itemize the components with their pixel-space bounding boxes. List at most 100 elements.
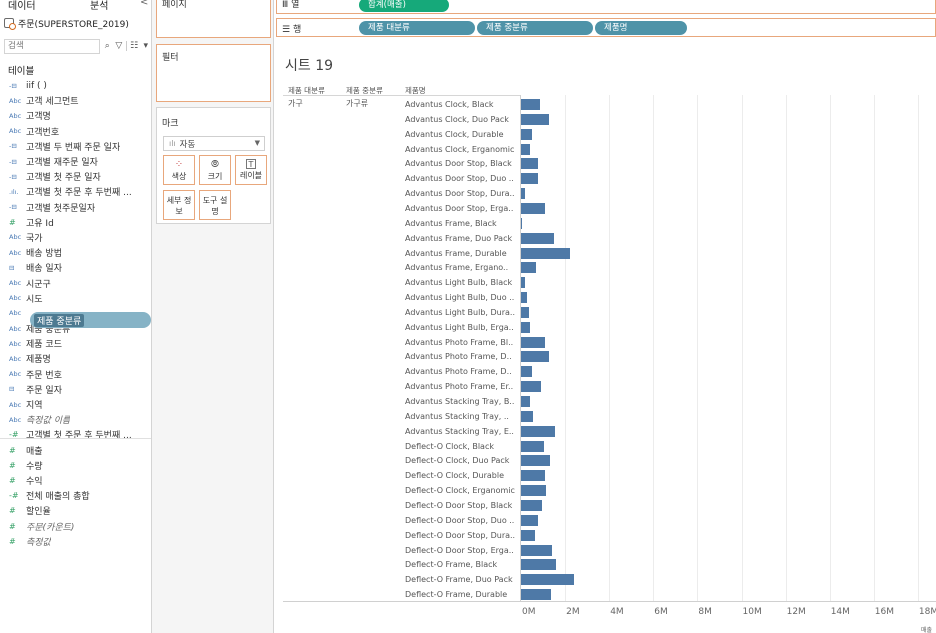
bar[interactable] (521, 202, 546, 214)
bar[interactable] (521, 217, 523, 229)
product-label[interactable]: Deflect-O Clock, Durable (405, 471, 504, 481)
field-item[interactable]: # 고유 Id (0, 215, 151, 230)
row-subcategory-value[interactable]: 가구류 (346, 99, 369, 108)
row-category-value[interactable]: 가구 (288, 99, 303, 108)
product-label[interactable]: Deflect-O Frame, Black (405, 560, 498, 570)
product-label[interactable]: Deflect-O Door Stop, Duo .. (405, 515, 515, 525)
bar[interactable] (521, 113, 549, 125)
bar[interactable] (521, 381, 541, 393)
rows-pill-subcategory[interactable]: 제품 중분류 (477, 21, 593, 35)
bar[interactable] (521, 99, 540, 110)
product-label[interactable]: Advantus Clock, Erganomic (405, 144, 515, 154)
tab-data[interactable]: 데이터 (8, 1, 36, 12)
bar[interactable] (521, 455, 550, 467)
field-item[interactable]: -⊟ 고객별 첫주문일자 (0, 200, 151, 215)
columns-shelf[interactable]: Ⅲ 열 합계(매출) (276, 0, 936, 14)
product-label[interactable]: Advantus Frame, Ergano.. (405, 263, 509, 273)
label-button[interactable]: T 레이블 (235, 155, 267, 185)
bar[interactable] (521, 188, 526, 200)
product-label[interactable]: Advantus Light Bulb, Erga.. (405, 322, 514, 332)
bar[interactable] (521, 366, 533, 378)
product-label[interactable]: Advantus Door Stop, Erga.. (405, 203, 514, 213)
product-label[interactable]: Advantus Stacking Tray, E.. (405, 426, 514, 436)
bar[interactable] (521, 336, 546, 348)
field-item[interactable]: Abc 고객번호 (0, 124, 151, 139)
field-item[interactable]: ⊟ 배송 일자 (0, 260, 151, 275)
filter-icon[interactable]: ▽ (115, 41, 123, 51)
bar[interactable] (521, 574, 574, 586)
product-label[interactable]: Deflect-O Door Stop, Black (405, 500, 513, 510)
bar[interactable] (521, 499, 542, 511)
field-item[interactable]: Abc 시도 (0, 291, 151, 306)
field-item[interactable]: -⊟ 고객별 재주문 일자 (0, 154, 151, 169)
field-item[interactable]: ⊟ 주문 일자 (0, 382, 151, 397)
field-item[interactable]: # 수량 (0, 458, 151, 473)
filters-card[interactable]: 필터 (156, 44, 271, 102)
field-item[interactable]: -⊟ 고객별 첫 주문 일자 (0, 169, 151, 184)
datasource-item[interactable]: 주문(SUPERSTORE_2019) (4, 15, 150, 31)
product-label[interactable]: Advantus Stacking Tray, .. (405, 411, 509, 421)
product-label[interactable]: Advantus Photo Frame, Er.. (405, 382, 514, 392)
product-label[interactable]: Advantus Stacking Tray, B.. (405, 397, 515, 406)
product-label[interactable]: Deflect-O Clock, Black (405, 441, 494, 451)
field-item[interactable]: Abc 제품 코드 (0, 336, 151, 351)
bar[interactable] (521, 292, 527, 304)
chevron-down-icon[interactable]: ▾ (143, 41, 148, 51)
bar[interactable] (521, 262, 537, 274)
bar[interactable] (521, 158, 538, 170)
product-label[interactable]: Deflect-O Frame, Duo Pack (405, 575, 513, 585)
columns-pill-sum-sales[interactable]: 합계(매출) (359, 0, 449, 12)
rows-pill-category[interactable]: 제품 대분류 (359, 21, 475, 35)
product-label[interactable]: Advantus Clock, Black (405, 100, 494, 109)
field-item[interactable]: Abc 주문 번호 (0, 367, 151, 382)
dragging-field-pill[interactable]: 제품 중분류 (30, 312, 151, 328)
field-item[interactable]: Abc 측정값 이름 (0, 412, 151, 427)
sheet-title[interactable]: 시트 19 (285, 58, 334, 74)
field-item[interactable]: # 매출 (0, 443, 151, 458)
product-label[interactable]: Deflect-O Clock, Erganomic (405, 486, 515, 496)
tooltip-button[interactable]: 도구 설명 (199, 190, 231, 220)
product-label[interactable]: Advantus Photo Frame, D.. (405, 352, 512, 362)
product-label[interactable]: Advantus Clock, Duo Pack (405, 114, 509, 124)
product-label[interactable]: Advantus Door Stop, Dura.. (405, 189, 515, 199)
bar[interactable] (521, 396, 530, 407)
product-label[interactable]: Advantus Photo Frame, Bl.. (405, 337, 514, 347)
field-item[interactable]: Abc 지역 (0, 397, 151, 412)
mark-type-dropdown[interactable]: ılı 자동 ▼ (163, 136, 265, 151)
field-item[interactable]: .ılı. 고객별 첫 주문 후 두번째 ... (0, 184, 151, 199)
product-label[interactable]: Deflect-O Frame, Durable (405, 590, 508, 600)
product-label[interactable]: Deflect-O Door Stop, Dura.. (405, 530, 516, 540)
bar[interactable] (521, 321, 530, 333)
field-item[interactable]: Abc 고객명 (0, 108, 151, 123)
field-item[interactable]: -⊟ iif ( ) (0, 78, 151, 93)
bar[interactable] (521, 470, 546, 482)
bar[interactable] (521, 559, 557, 571)
rows-shelf[interactable]: ☰ 행 제품 대분류 제품 중분류 제품명 (276, 18, 936, 37)
product-label[interactable]: Advantus Photo Frame, D.. (405, 367, 512, 377)
product-label[interactable]: Advantus Light Bulb, Duo .. (405, 293, 515, 303)
field-item[interactable]: -# 고객별 첫 주문 후 두번째 ... (0, 427, 151, 442)
field-item[interactable]: # 주문(카운트) (0, 518, 151, 533)
search-input[interactable] (4, 38, 100, 54)
product-label[interactable]: Deflect-O Clock, Duo Pack (405, 456, 510, 466)
pages-card[interactable]: 페이지 (156, 0, 271, 38)
tab-analysis[interactable]: 분석 (90, 1, 109, 12)
product-label[interactable]: Deflect-O Door Stop, Erga.. (405, 545, 514, 555)
product-label[interactable]: Advantus Light Bulb, Black (405, 278, 513, 288)
product-label[interactable]: Advantus Light Bulb, Dura.. (405, 307, 515, 317)
field-item[interactable]: Abc 제품명 (0, 351, 151, 366)
bar[interactable] (521, 485, 547, 497)
bar[interactable] (521, 232, 555, 244)
list-view-icon[interactable]: ☷ (130, 41, 139, 51)
search-icon[interactable]: ⌕ (104, 41, 110, 51)
field-item[interactable]: Abc 국가 (0, 230, 151, 245)
bar[interactable] (521, 173, 538, 185)
header-category[interactable]: 제품 대분류 (288, 86, 325, 95)
field-item[interactable]: Abc 배송 방법 (0, 245, 151, 260)
color-button[interactable]: ⁘ 색상 (163, 155, 195, 185)
detail-button[interactable]: 세부 정보 (163, 190, 195, 220)
product-label[interactable]: Advantus Door Stop, Duo .. (405, 174, 514, 184)
product-label[interactable]: Advantus Frame, Duo Pack (405, 233, 513, 243)
